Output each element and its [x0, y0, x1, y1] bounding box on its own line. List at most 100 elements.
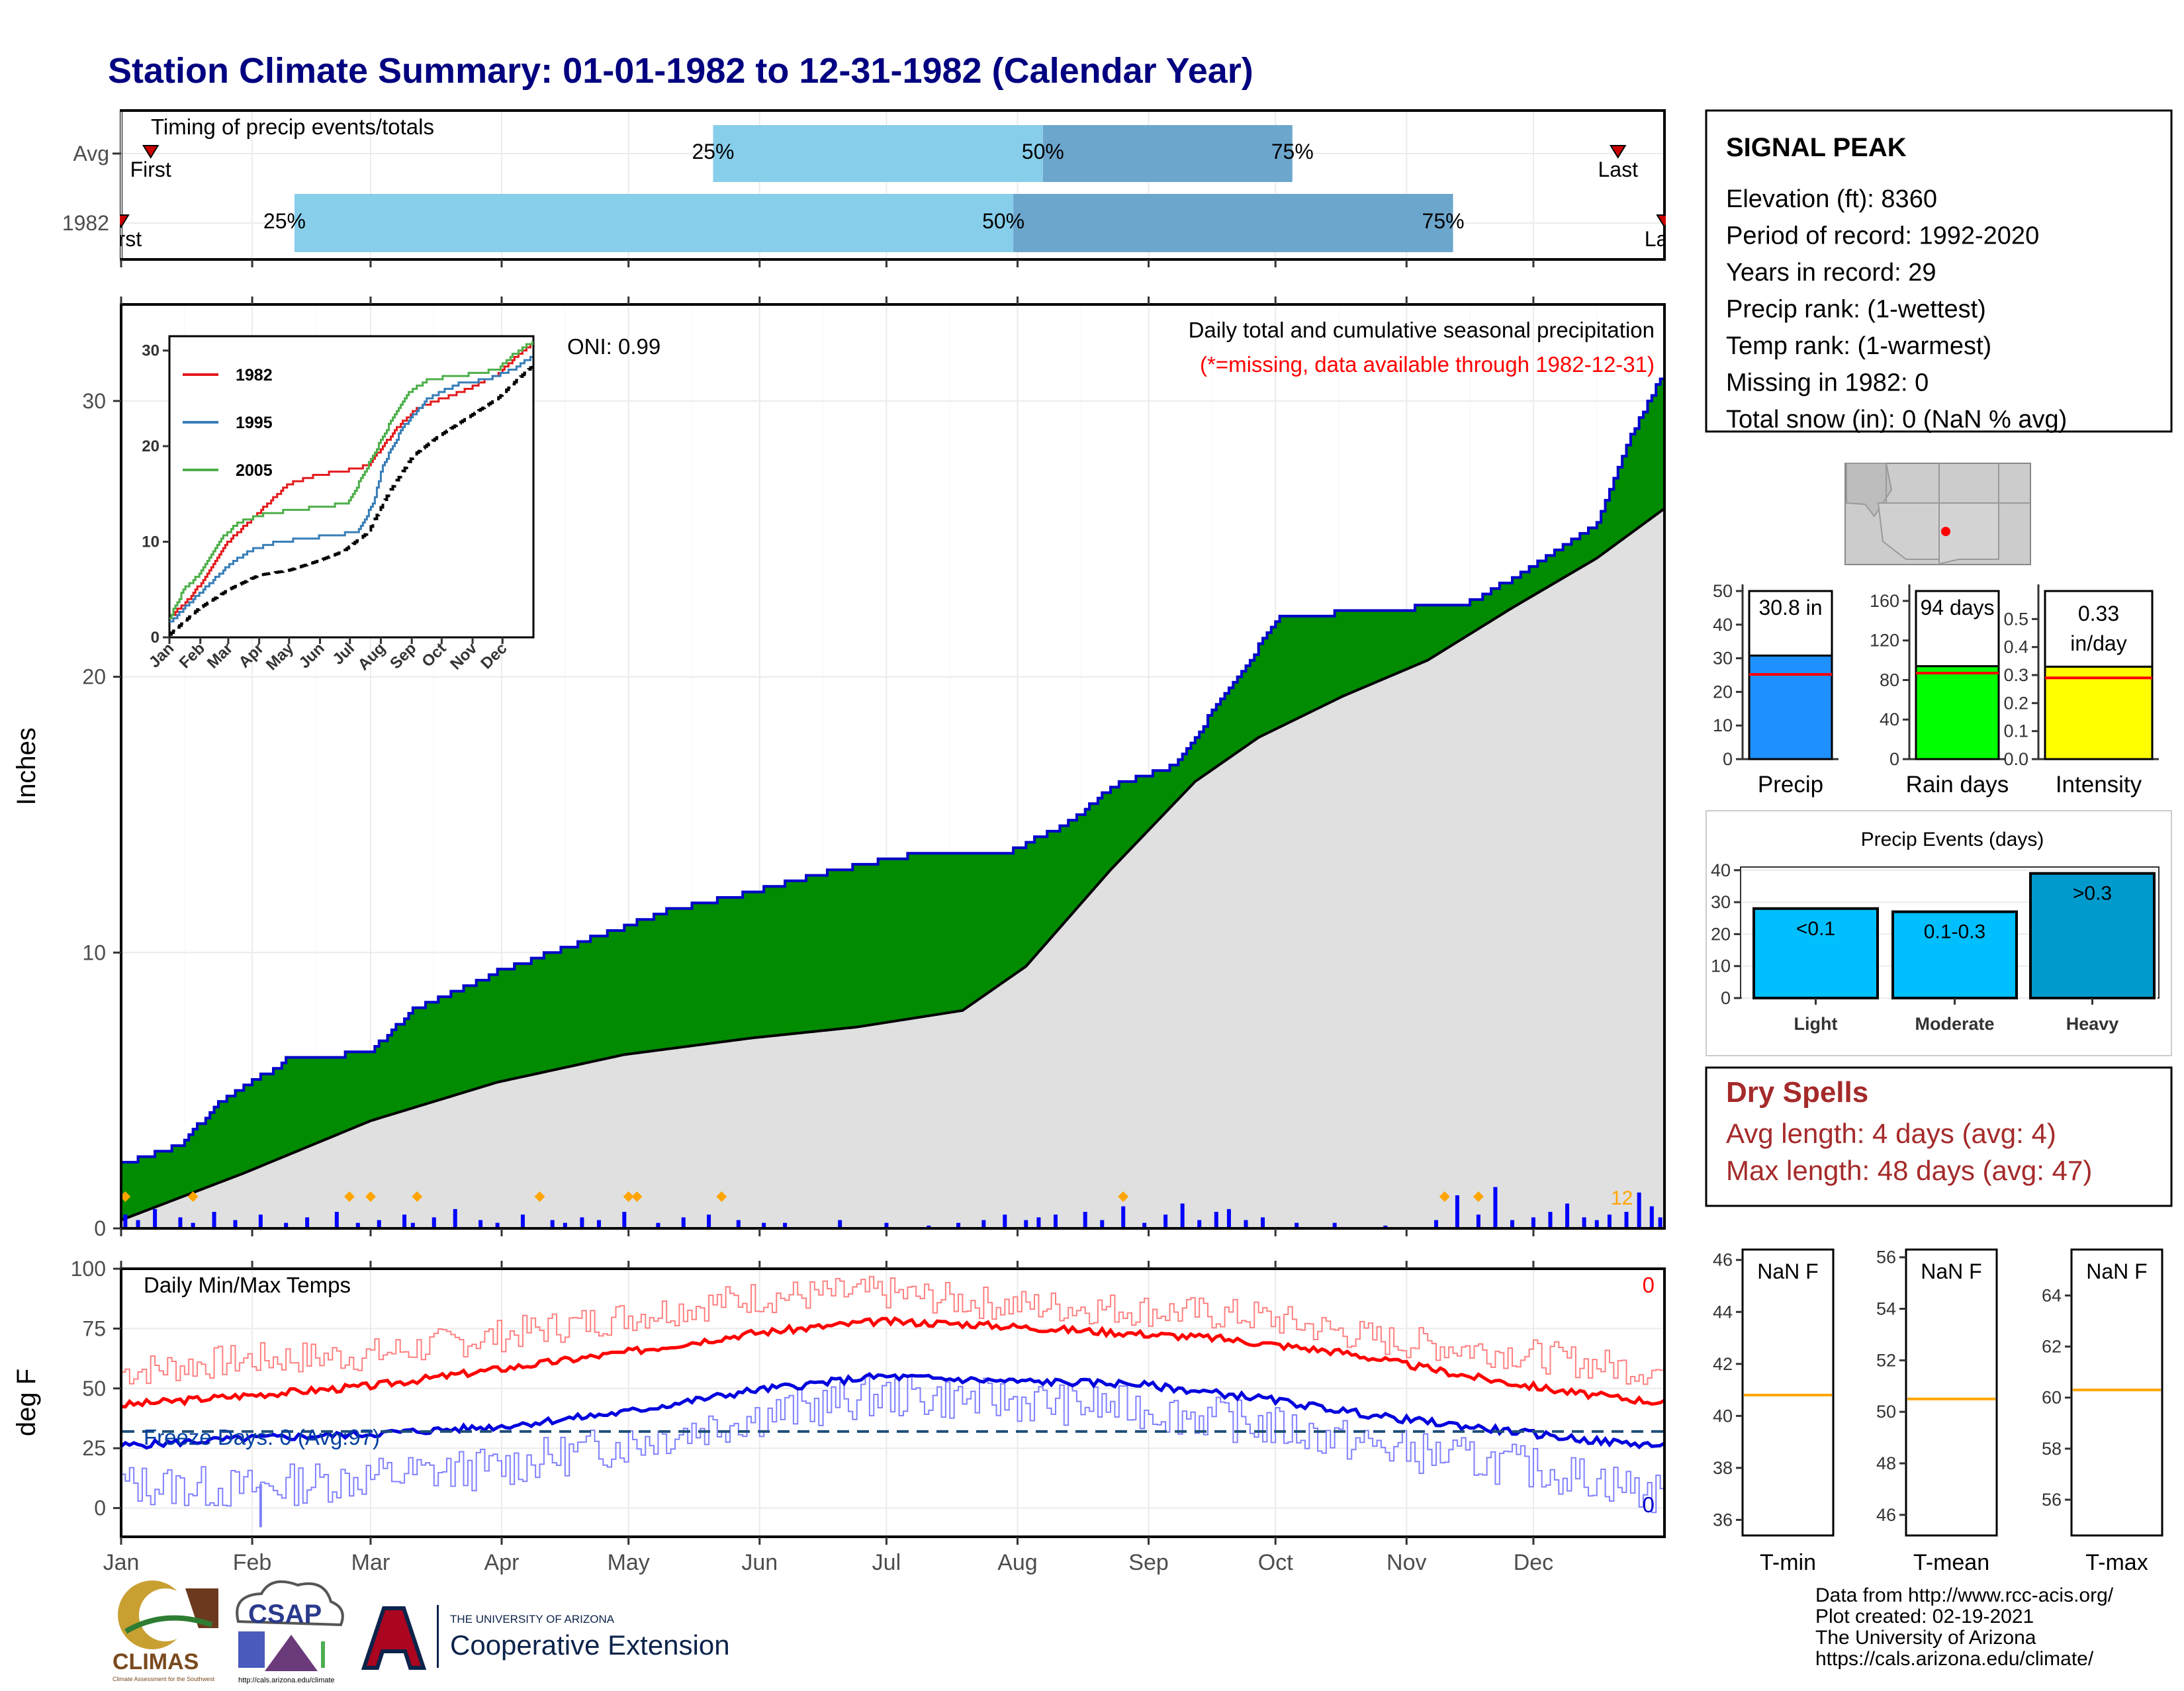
- temp-y-tick-label: 100: [71, 1257, 106, 1281]
- footer-line: https://cals.arizona.edu/climate/: [1815, 1648, 2094, 1670]
- precip-y-axis-label: Inches: [12, 727, 41, 805]
- csap-logo-mountain: [265, 1635, 318, 1671]
- daily-precip-bar: [1024, 1220, 1028, 1228]
- precip-subtitle: Daily total and cumulative seasonal prec…: [1189, 318, 1655, 342]
- daily-precip-bar: [1455, 1195, 1459, 1228]
- month-label: Sep: [1128, 1550, 1169, 1575]
- timing-pct-label: 25%: [263, 209, 306, 233]
- daily-precip-bar: [1083, 1211, 1087, 1228]
- daily-precip-bar: [334, 1211, 339, 1228]
- month-label: Oct: [1258, 1550, 1293, 1575]
- page-title: Station Climate Summary: 01-01-1982 to 1…: [108, 51, 1253, 91]
- temp-box-value: NaN F: [1921, 1259, 1981, 1283]
- heavy-event-marker: [1118, 1191, 1129, 1202]
- last-event-label: Last: [1598, 158, 1638, 181]
- map-state-arizona: [1877, 502, 1940, 560]
- avg-min-temp-line: [120, 1372, 1666, 1450]
- month-label: Mar: [351, 1550, 390, 1575]
- daily-precip-bar: [178, 1217, 183, 1228]
- month-label: Aug: [997, 1550, 1038, 1575]
- mini-bar-value-box: [1748, 590, 1833, 657]
- mini-bar-y-label: 30: [1713, 649, 1733, 668]
- dry-spells-title: Dry Spells: [1726, 1076, 1868, 1109]
- daily-precip-bar: [783, 1222, 788, 1228]
- timing-panel-title: Timing of precip events/totals: [151, 114, 434, 139]
- average-cumulative-area: [121, 508, 1664, 1229]
- daily-precip-bar: [1163, 1214, 1168, 1228]
- mini-bar-charts: 0 10 20 30 40 50 30.8 in Precip 0 40 80 120 160 94 da…: [1713, 581, 2159, 798]
- daily-precip-bar: [681, 1217, 686, 1228]
- freeze-count-top: 0: [1643, 1273, 1655, 1297]
- daily-precip-bar: [927, 1225, 931, 1228]
- daily-precip-bar: [191, 1222, 195, 1228]
- inset-series-line: [169, 341, 533, 619]
- temp-box-y-label: 48: [1876, 1453, 1896, 1473]
- footer: Data from http://www.rcc-acis.org/Plot c…: [113, 1580, 2114, 1684]
- mini-bar-y-label: 40: [1713, 615, 1733, 635]
- daily-precip-bar: [233, 1220, 238, 1228]
- heavy-event-marker: [412, 1191, 423, 1202]
- events-y-label: 20: [1711, 924, 1731, 944]
- daily-precip-bar: [1003, 1214, 1007, 1228]
- footer-line: Data from http://www.rcc-acis.org/: [1815, 1584, 2114, 1606]
- inset-y-tick-label: 10: [142, 533, 159, 551]
- daily-precip-bar: [377, 1220, 381, 1228]
- heavy-event-marker: [344, 1191, 355, 1202]
- event-bar-range: >0.3: [2073, 883, 2112, 905]
- daily-precip-bar: [495, 1222, 500, 1228]
- station-info-line: Missing in 1982: 0: [1726, 369, 1929, 397]
- heavy-event-marker: [623, 1191, 634, 1202]
- temp-box-y-label: 40: [1713, 1406, 1733, 1426]
- daily-precip-bar: [123, 1214, 128, 1228]
- temp-x-ticks: Jan Feb Mar Apr May Jun Jul Aug Sep Oct Nov Dec: [103, 1261, 1553, 1575]
- station-info-line: Elevation (ft): 8360: [1726, 185, 1937, 213]
- mini-bar: [1915, 665, 2000, 760]
- daily-precip-bar: [736, 1220, 741, 1228]
- mini-bar-y-label: 40: [1880, 709, 1899, 729]
- precip-x-ticks: [120, 297, 1535, 1236]
- daily-precip-bar: [1582, 1217, 1586, 1228]
- mini-bar-y-label: 0.1: [2003, 721, 2028, 741]
- timing-pct-label: 50%: [982, 209, 1024, 233]
- daily-precip-bar: [1180, 1203, 1185, 1228]
- precip-panel: 0 10 20 30 Daily total and cumulative seaso…: [12, 297, 1666, 1240]
- climas-logo-swoosh: [124, 1615, 213, 1634]
- locator-map: [1844, 463, 2031, 565]
- temp-box-label: T-max: [2085, 1550, 2148, 1575]
- mini-bar-y-label: 0.4: [2003, 637, 2028, 657]
- station-info-line: Period of record: 1992-2020: [1726, 222, 2039, 250]
- events-y-label: 40: [1711, 860, 1731, 880]
- daily-precip-bar: [258, 1214, 263, 1228]
- daily-max-temp-line: [121, 1275, 1665, 1385]
- precip-panel-frame: [120, 303, 1666, 1230]
- mini-bar-value: 94 days: [1920, 596, 1994, 619]
- temp-box-y-label: 62: [2042, 1337, 2062, 1357]
- climas-logo-inner: [139, 1588, 192, 1641]
- daily-precip-bar: [563, 1222, 567, 1228]
- timing-label-mask-left: [0, 199, 120, 258]
- temp-y-tick-label: 0: [94, 1496, 106, 1520]
- temp-y-tick-label: 75: [82, 1316, 106, 1340]
- mini-bar-value: 30.8 in: [1758, 596, 1822, 619]
- daily-precip-bar: [355, 1222, 360, 1228]
- daily-precip-bar: [1548, 1211, 1553, 1228]
- daily-precip-bar: [707, 1214, 711, 1228]
- mini-bar: [2044, 665, 2154, 760]
- temp-box-y-label: 46: [1713, 1250, 1733, 1270]
- temp-box-frame: [1905, 1248, 1998, 1537]
- cumulative-surplus-area: [121, 379, 1664, 1220]
- events-title: Precip Events (days): [1861, 829, 2044, 850]
- month-label: Jul: [872, 1550, 901, 1575]
- daily-precip-bars: [120, 1187, 1662, 1228]
- temp-box-y-label: 44: [1713, 1302, 1733, 1322]
- heavy-event-marker: [120, 1191, 131, 1202]
- timing-row-label: Avg: [73, 142, 109, 165]
- heavy-event-marker: [1439, 1191, 1450, 1202]
- freeze-days-text: Freeze Days: 0 (Avg:97): [144, 1425, 380, 1449]
- station-info-frame: [1705, 109, 2173, 433]
- daily-precip-bar: [305, 1217, 310, 1228]
- mini-bar-y-label: 120: [1870, 631, 1899, 651]
- temp-box-y-label: 42: [1713, 1354, 1733, 1374]
- daily-precip-bar: [1624, 1211, 1629, 1228]
- inset-legend-label: 2005: [236, 461, 273, 480]
